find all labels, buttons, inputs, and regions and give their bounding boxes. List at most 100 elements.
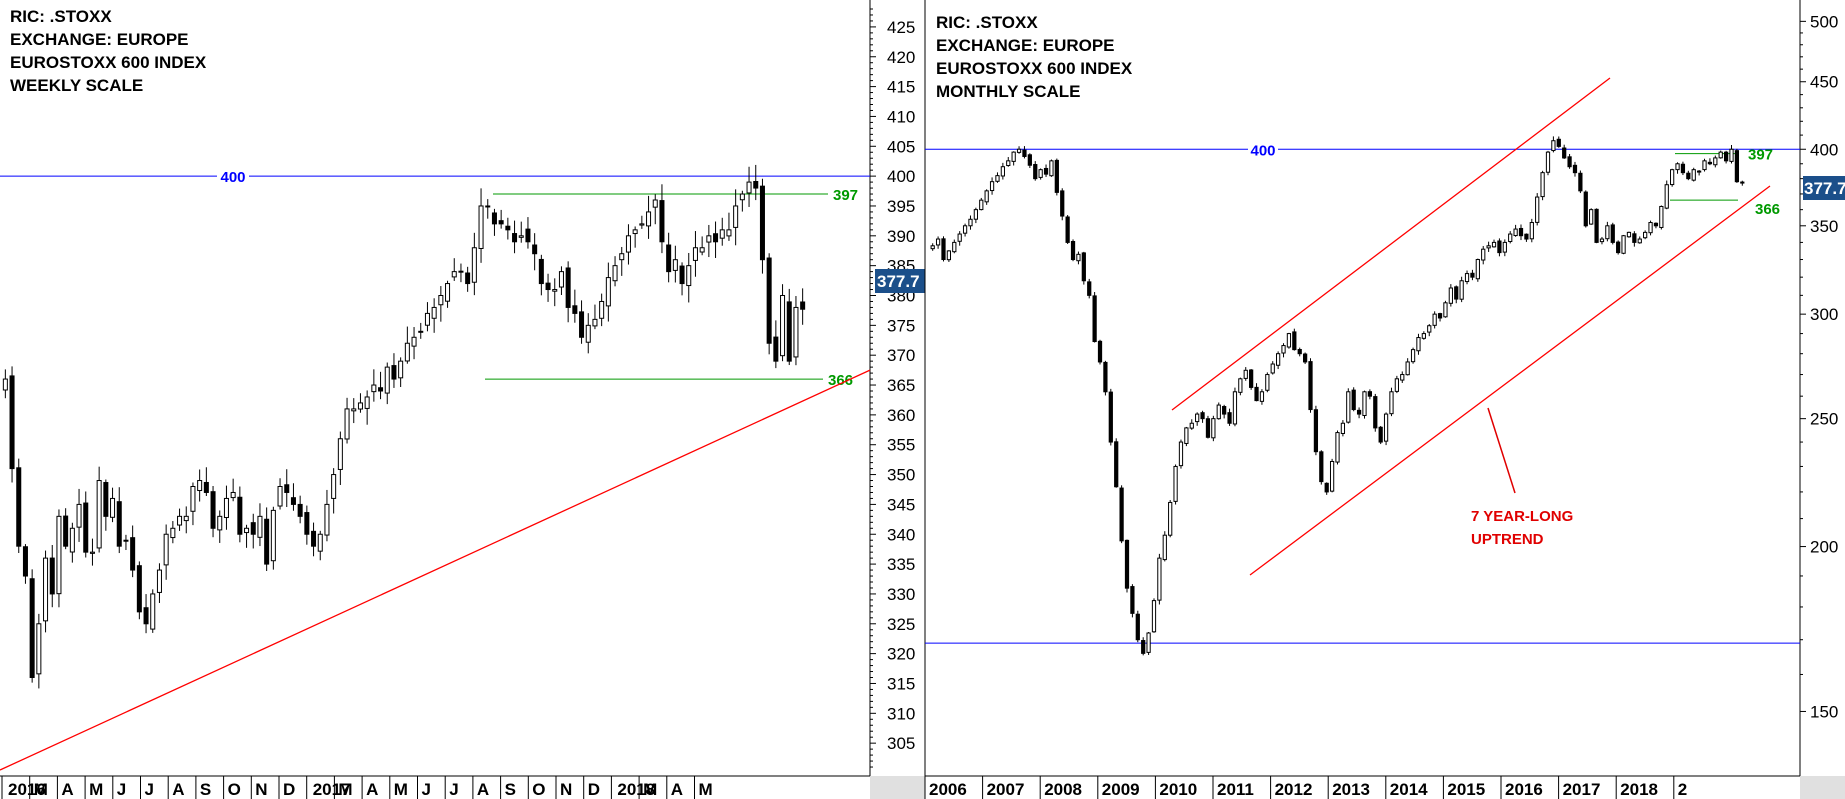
- monthly-x-tick-label: 2017: [1563, 780, 1601, 799]
- monthly-candle: [1141, 637, 1146, 656]
- monthly-candle: [1022, 146, 1027, 159]
- monthly-candle: [1162, 531, 1167, 562]
- weekly-y-tick-label: 315: [887, 674, 915, 693]
- weekly-x-tick-label: D: [283, 780, 295, 799]
- monthly-chart-header: RIC: .STOXX EXCHANGE: EUROPE EUROSTOXX 6…: [936, 13, 1133, 101]
- weekly-candle: [337, 431, 343, 485]
- weekly-candle: [351, 398, 357, 424]
- weekly-candle: [177, 508, 183, 531]
- monthly-candle: [1114, 438, 1119, 488]
- weekly-candle: [304, 505, 310, 545]
- weekly-candle: [297, 495, 303, 524]
- weekly-header-ric: RIC: .STOXX: [10, 7, 112, 26]
- monthly-candle: [1437, 312, 1443, 322]
- monthly-candle: [1518, 224, 1524, 241]
- weekly-candle: [411, 327, 417, 360]
- monthly-candle: [1605, 221, 1610, 242]
- weekly-candle: [290, 483, 296, 511]
- weekly-candle: [719, 217, 725, 246]
- monthly-candle: [1124, 539, 1130, 593]
- weekly-candle: [197, 469, 203, 502]
- monthly-candle: [1610, 222, 1615, 245]
- monthly-candle: [1308, 358, 1313, 413]
- weekly-candle: [63, 508, 69, 550]
- weekly-y-tick-label: 370: [887, 346, 915, 365]
- weekly-candle: [364, 390, 370, 425]
- monthly-candle: [1491, 239, 1497, 248]
- monthly-candle: [1508, 231, 1513, 244]
- weekly-x-tick-label: 2018: [617, 780, 655, 799]
- weekly-x-tick-label: O: [532, 780, 545, 799]
- weekly-x-tick-label: A: [366, 780, 378, 799]
- weekly-y-tick-label: 320: [887, 645, 915, 664]
- weekly-candle: [16, 458, 22, 554]
- weekly-candle: [786, 288, 792, 366]
- weekly-candle: [739, 190, 745, 212]
- monthly-candle: [1195, 412, 1200, 426]
- weekly-candle: [585, 313, 591, 354]
- weekly-candle: [257, 503, 263, 547]
- monthly-candle: [1265, 372, 1270, 393]
- monthly-candle: [1130, 584, 1135, 618]
- monthly-candle: [1416, 333, 1421, 355]
- monthly-candle: [1070, 239, 1076, 262]
- weekly-candle: [217, 510, 223, 543]
- weekly-candle: [692, 231, 698, 277]
- monthly-candle: [1734, 148, 1740, 183]
- monthly-candle: [1259, 389, 1265, 405]
- weekly-candle: [652, 194, 658, 225]
- weekly-candle: [404, 326, 410, 364]
- monthly-header-exchange: EXCHANGE: EUROPE: [936, 36, 1115, 55]
- monthly-candle: [995, 172, 1000, 183]
- monthly-candle: [1448, 284, 1453, 307]
- weekly-candle: [458, 263, 464, 283]
- monthly-candle: [1313, 405, 1319, 456]
- monthly-candle: [1535, 193, 1540, 226]
- monthly-y-tick-label: 350: [1810, 217, 1838, 236]
- monthly-candle: [1065, 215, 1070, 245]
- monthly-candle: [1362, 390, 1367, 419]
- monthly-candle: [1572, 161, 1578, 177]
- monthly-candle: [1529, 218, 1534, 243]
- monthly-candle: [1497, 238, 1502, 257]
- weekly-candle: [733, 189, 739, 246]
- uptrend-annotation: 7 YEAR-LONG UPTREND: [1471, 407, 1573, 548]
- weekly-candle: [223, 485, 229, 530]
- monthly-candle: [1270, 361, 1275, 375]
- weekly-candle: [136, 561, 142, 620]
- weekly-candle: [277, 478, 283, 510]
- weekly-x-tick-label: M: [643, 780, 657, 799]
- weekly-candle: [512, 220, 518, 254]
- weekly-candle: [625, 224, 631, 265]
- weekly-candle: [619, 246, 625, 276]
- monthly-candle: [1621, 234, 1626, 255]
- monthly-candle: [1626, 231, 1632, 238]
- weekly-candle: [29, 569, 35, 683]
- monthly-candle: [962, 223, 968, 237]
- weekly-candle: [558, 266, 564, 296]
- monthly-candle: [1211, 415, 1216, 442]
- weekly-y-tick-label: 420: [887, 48, 915, 67]
- monthly-header-index: EUROSTOXX 600 INDEX: [936, 59, 1133, 78]
- monthly-candle: [1713, 155, 1718, 168]
- monthly-candle: [1178, 439, 1184, 469]
- monthly-level-397-label: 397: [1748, 147, 1773, 164]
- weekly-candle: [230, 478, 236, 502]
- weekly-last-price-badge: 377.7: [875, 269, 925, 293]
- monthly-candle: [1184, 426, 1189, 447]
- monthly-x-tick-label: 2008: [1044, 780, 1082, 799]
- monthly-candle: [1135, 610, 1140, 643]
- monthly-y-tick-label: 500: [1810, 12, 1838, 31]
- monthly-axis-corner: [1800, 776, 1845, 799]
- weekly-candle: [746, 166, 752, 207]
- weekly-candle: [639, 215, 645, 229]
- weekly-x-tick-label: 2017: [313, 780, 351, 799]
- monthly-level-lines: 400 397 366: [925, 140, 1800, 644]
- weekly-candle: [183, 506, 189, 534]
- weekly-x-tick-label: J: [449, 780, 458, 799]
- weekly-candle: [83, 491, 89, 558]
- weekly-candles: [2, 164, 806, 689]
- weekly-candle: [250, 513, 256, 549]
- weekly-plot-background: [0, 0, 870, 799]
- uptrend-annotation-line-2: UPTREND: [1471, 531, 1544, 548]
